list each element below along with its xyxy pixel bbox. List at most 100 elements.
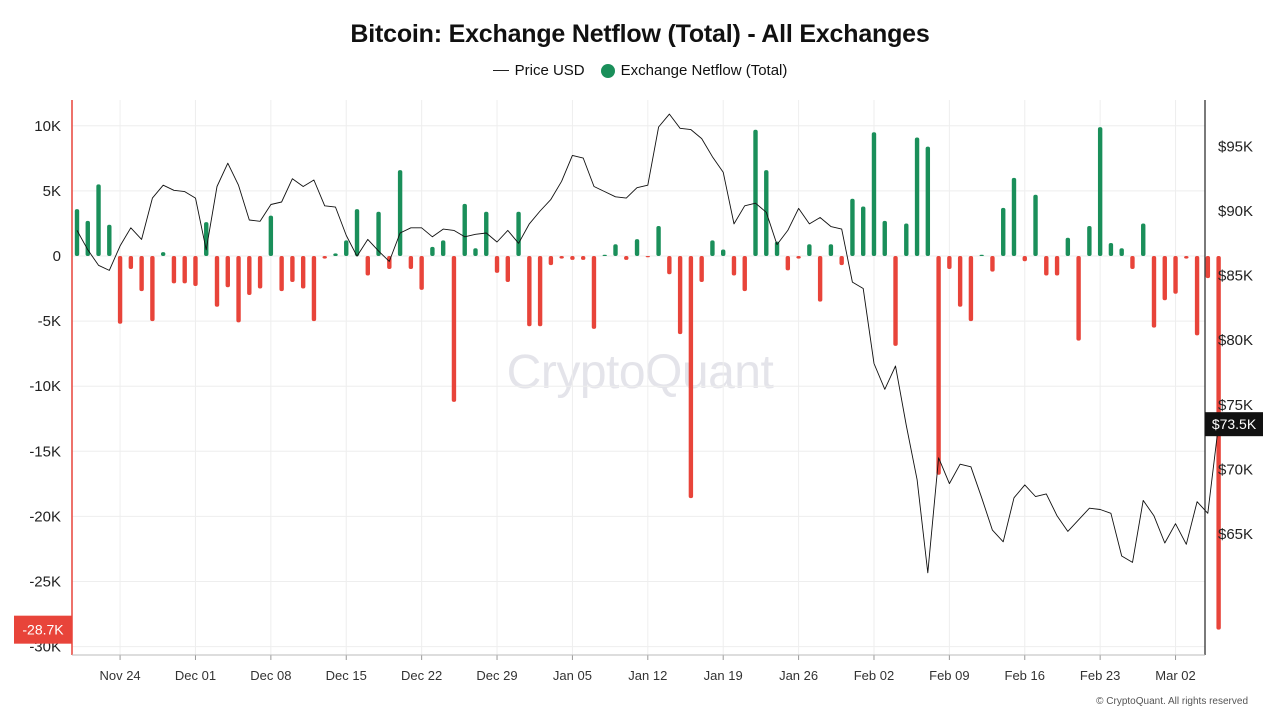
netflow-bar [968, 256, 974, 322]
netflow-bar [893, 256, 898, 346]
netflow-bar [516, 211, 521, 256]
netflow-bar [667, 256, 672, 275]
netflow-last-value-label: -28.7K [22, 622, 64, 638]
x-tick-label: Jan 26 [779, 668, 818, 683]
y-right-tick-label: $95K [1218, 138, 1253, 155]
y-left-tick-label: -10K [29, 378, 61, 395]
netflow-bar [861, 206, 866, 256]
copyright-text: © CryptoQuant. All rights reserved [1096, 696, 1248, 707]
netflow-bar [408, 256, 414, 270]
y-left-tick-label: -20K [29, 508, 61, 525]
grid [72, 100, 1205, 655]
price-line-layer [76, 113, 1220, 574]
x-tick-label: Feb 02 [854, 668, 894, 683]
netflow-bar [128, 256, 134, 270]
netflow-bar [171, 256, 177, 284]
netflow-bar [1184, 256, 1189, 259]
netflow-bar [947, 256, 952, 270]
netflow-bar [710, 240, 715, 256]
netflow-bar [559, 256, 564, 259]
netflow-bar [160, 252, 166, 256]
netflow-bar [322, 256, 327, 259]
netflow-bar [753, 129, 758, 256]
y-left-tick-label: -15K [29, 443, 61, 460]
netflow-bar [376, 211, 381, 256]
x-tick-label: Jan 12 [628, 668, 667, 683]
y-left-tick-label: 0 [53, 248, 61, 265]
netflow-bar [182, 256, 187, 284]
netflow-bar [150, 256, 155, 322]
netflow-bar [613, 244, 618, 256]
netflow-bar [936, 256, 941, 475]
netflow-bar [570, 256, 575, 260]
x-tick-label: Nov 24 [99, 668, 140, 683]
netflow-bar [839, 256, 844, 266]
netflow-bar [656, 226, 661, 256]
netflow-bar [344, 240, 349, 256]
netflow-bar [979, 254, 984, 256]
legend-label-netflow: Exchange Netflow (Total) [620, 62, 788, 79]
netflow-bar [225, 256, 230, 288]
netflow-bar [1130, 256, 1135, 270]
netflow-bar [1162, 256, 1167, 301]
netflow-bar [1119, 248, 1124, 256]
netflow-bar [645, 256, 651, 258]
netflow-bar [505, 256, 510, 283]
netflow-bar [85, 220, 90, 256]
netflow-bar [731, 256, 737, 276]
netflow-bar [1194, 256, 1200, 336]
netflow-bar [624, 256, 629, 260]
netflow-bar [430, 246, 435, 256]
netflow-bar [904, 223, 909, 256]
netflow-bar [311, 256, 317, 322]
netflow-bar [193, 256, 198, 286]
x-tick-label: Mar 02 [1155, 668, 1195, 683]
netflow-bar [74, 209, 80, 256]
x-tick-label: Jan 19 [704, 668, 743, 683]
netflow-bar [785, 256, 791, 271]
netflow-bar [699, 256, 704, 283]
netflow-bar [214, 256, 220, 307]
netflow-bar [1011, 177, 1017, 256]
legend-item-price[interactable]: Price USD [492, 62, 585, 79]
netflow-bar [871, 132, 877, 256]
legend-label-price: Price USD [514, 62, 585, 79]
netflow-bar [494, 256, 500, 273]
netflow-bar [537, 256, 543, 327]
legend-item-netflow[interactable]: Exchange Netflow (Total) [600, 62, 788, 79]
netflow-bar [882, 220, 887, 256]
netflow-bar [419, 256, 424, 290]
netflow-bar [484, 211, 489, 256]
netflow-bar [527, 256, 532, 327]
netflow-bar [1076, 256, 1081, 341]
netflow-bar [204, 222, 209, 256]
netflow-bar [1054, 256, 1060, 276]
netflow-bar [462, 203, 467, 256]
netflow-bar [817, 256, 823, 302]
netflow-bar [1173, 256, 1178, 294]
y-right-tick-label: $70K [1218, 461, 1253, 478]
x-tick-label: Jan 05 [553, 668, 592, 683]
y-right-tick-label: $80K [1218, 332, 1253, 349]
value-badges: $73.5K -28.7K [14, 412, 1263, 644]
netflow-bar [602, 254, 607, 256]
netflow-bar [268, 215, 274, 256]
netflow-bar [925, 146, 931, 256]
netflow-bar [807, 244, 812, 256]
netflow-bar [300, 256, 306, 289]
netflow-bar [796, 256, 801, 259]
x-tick-label: Dec 22 [401, 668, 442, 683]
netflow-bar [548, 256, 554, 266]
netflow-bar [914, 137, 920, 256]
y-right-tick-label: $90K [1218, 203, 1253, 220]
netflow-bar [634, 239, 640, 256]
netflow-bar [677, 256, 683, 335]
netflow-bar [440, 240, 446, 256]
y-left-tick-label: -25K [29, 574, 61, 591]
netflow-bar [688, 256, 694, 499]
netflow-bar [850, 198, 855, 256]
y-right-tick-label: $65K [1218, 526, 1253, 543]
netflow-bar [1205, 256, 1211, 279]
netflow-bar [1001, 207, 1006, 256]
